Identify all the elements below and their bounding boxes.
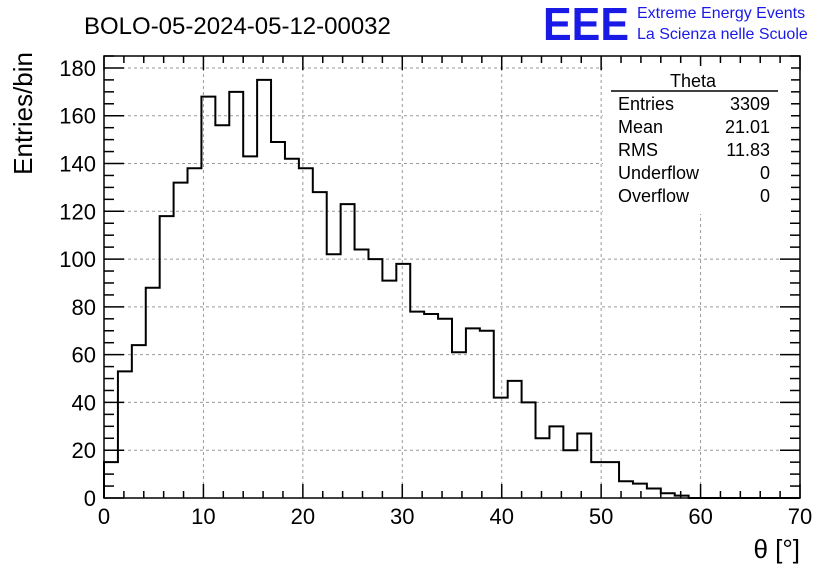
y-tick-label: 40 bbox=[72, 390, 96, 415]
stats-row-value: 0 bbox=[760, 163, 770, 183]
y-axis-label: Entries/bin bbox=[8, 52, 38, 175]
axis-tick-labels: 0 10 20 30 40 50 60 70 0 20 40 60 80 100 120 140 160 180 bbox=[59, 56, 812, 529]
stats-rows: Entries 3309 Mean 21.01 RMS 11.83 Underflow 0 Ov… bbox=[618, 94, 770, 206]
x-tick-label: 40 bbox=[489, 504, 513, 529]
y-tick-label: 60 bbox=[72, 343, 96, 368]
y-tick-label: 120 bbox=[59, 199, 96, 224]
grid-lines bbox=[104, 56, 800, 498]
stats-row-value: 0 bbox=[760, 186, 770, 206]
x-tick-label: 50 bbox=[589, 504, 613, 529]
stats-row-label: Underflow bbox=[618, 163, 700, 183]
x-tick-label: 30 bbox=[390, 504, 414, 529]
logo-mark: EEE bbox=[543, 0, 629, 50]
stats-row-label: RMS bbox=[618, 140, 658, 160]
x-tick-label: 20 bbox=[291, 504, 315, 529]
y-tick-label: 180 bbox=[59, 56, 96, 81]
x-tick-label: 70 bbox=[788, 504, 812, 529]
stats-row-value: 3309 bbox=[730, 94, 770, 114]
y-tick-label: 0 bbox=[84, 486, 96, 511]
stats-row-label: Entries bbox=[618, 94, 674, 114]
stats-row-label: Overflow bbox=[618, 186, 690, 206]
x-axis-label: θ [°] bbox=[753, 534, 800, 564]
histogram-line bbox=[103, 78, 800, 499]
chart-title: BOLO-05-2024-05-12-00032 bbox=[84, 13, 391, 40]
logo-line1: Extreme Energy Events bbox=[637, 5, 805, 22]
stats-row-value: 11.83 bbox=[726, 140, 770, 160]
x-tick-label: 10 bbox=[191, 504, 215, 529]
x-tick-label: 0 bbox=[98, 504, 110, 529]
y-tick-label: 160 bbox=[59, 104, 96, 129]
y-tick-label: 140 bbox=[59, 152, 96, 177]
y-tick-label: 80 bbox=[72, 295, 96, 320]
stats-row-label: Mean bbox=[618, 117, 663, 137]
stats-row-value: 21.01 bbox=[725, 117, 770, 137]
y-tick-label: 20 bbox=[72, 438, 96, 463]
axis-ticks bbox=[103, 55, 801, 499]
y-tick-label: 100 bbox=[59, 247, 96, 272]
stats-title: Theta bbox=[670, 71, 717, 91]
logo-line2: La Scienza nelle Scuole bbox=[637, 26, 808, 43]
plot-frame bbox=[103, 55, 801, 499]
x-tick-label: 60 bbox=[688, 504, 712, 529]
stats-box: Theta Entries 3309 Mean 21.01 RMS 11.83 Underf… bbox=[603, 66, 791, 214]
eee-logo: EEE Extreme Energy Events La Scienza nel… bbox=[543, 0, 808, 50]
